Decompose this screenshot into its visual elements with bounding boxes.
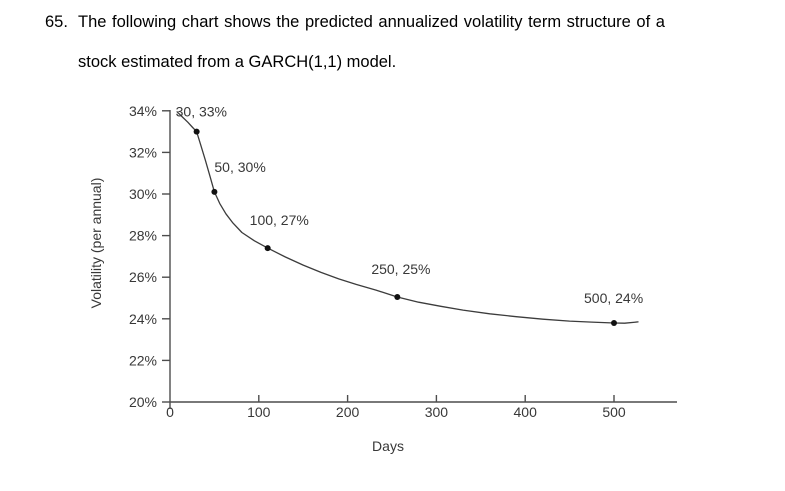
data-point-marker bbox=[193, 128, 200, 135]
data-point-marker bbox=[394, 293, 401, 300]
question-text-line-2: stock estimated from a GARCH(1,1) model. bbox=[78, 53, 397, 71]
curve-line bbox=[176, 111, 639, 324]
question: 65. The following chart shows the predic… bbox=[45, 13, 665, 72]
data-point-label: 50, 30% bbox=[214, 159, 265, 175]
volatility-term-structure-chart: 20% 22% 24% 26% 28% 30% 32% 34% 0 100 200 300 400 500… bbox=[80, 95, 700, 470]
x-tick-label: 300 bbox=[425, 404, 449, 420]
chart-svg: 20% 22% 24% 26% 28% 30% 32% 34% 0 100 200 300 400 500… bbox=[88, 103, 677, 454]
x-tick-label: 100 bbox=[247, 404, 271, 420]
data-point-label: 30, 33% bbox=[176, 104, 227, 120]
y-tick-label: 20% bbox=[129, 394, 157, 410]
y-tick-label: 26% bbox=[129, 269, 157, 285]
x-tick-label: 200 bbox=[336, 404, 360, 420]
x-tick-label: 0 bbox=[166, 404, 174, 420]
y-tick-label: 22% bbox=[129, 352, 157, 368]
data-point-label: 500, 24% bbox=[584, 290, 643, 306]
x-tick-label: 400 bbox=[514, 404, 538, 420]
y-tick-label: 30% bbox=[129, 186, 157, 202]
data-point-label: 100, 27% bbox=[250, 212, 309, 228]
y-tick-label: 34% bbox=[129, 103, 157, 119]
x-tick-label: 500 bbox=[602, 404, 626, 420]
data-point-marker bbox=[611, 319, 617, 326]
question-number: 65. bbox=[45, 13, 68, 31]
y-axis-title: Volatility (per annual) bbox=[88, 178, 104, 309]
x-axis-title: Days bbox=[372, 438, 404, 454]
question-text-line-1: The following chart shows the predicted … bbox=[78, 13, 665, 31]
y-tick-label: 24% bbox=[129, 311, 157, 327]
data-point-marker bbox=[264, 245, 271, 252]
data-point-label: 250, 25% bbox=[371, 261, 430, 277]
y-tick-label: 32% bbox=[129, 144, 157, 160]
y-tick-label: 28% bbox=[129, 228, 157, 244]
data-point-marker bbox=[211, 188, 218, 195]
